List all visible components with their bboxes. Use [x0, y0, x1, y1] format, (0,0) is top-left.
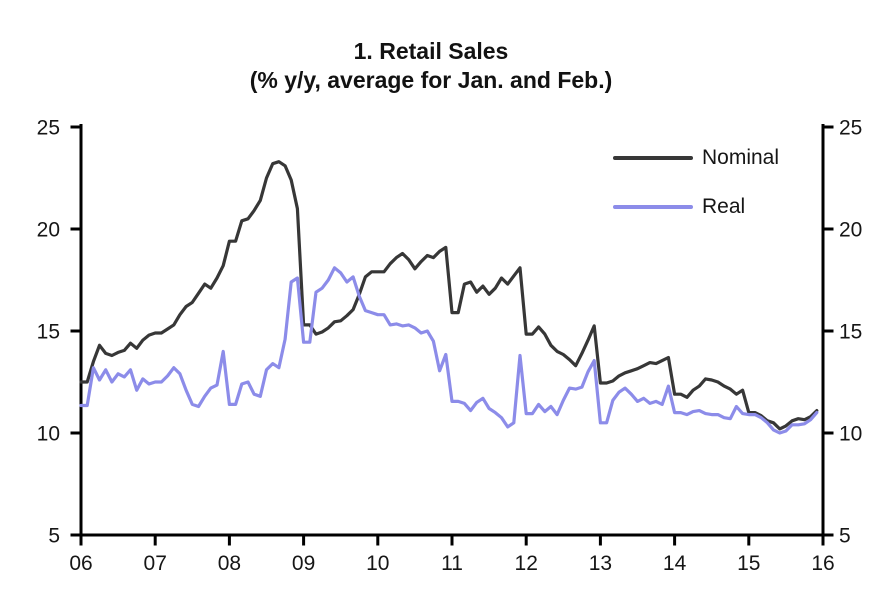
y-axis-left-tick-label: 10 — [37, 423, 60, 446]
chart-title: 1. Retail Sales — [353, 38, 509, 64]
nominal-line-swatch — [613, 156, 693, 160]
y-axis-right-tick-label: 20 — [839, 219, 862, 242]
chart-legend: Nominal Real — [613, 144, 779, 242]
y-axis-right-tick-label: 5 — [839, 525, 851, 548]
y-axis-right-tick-label: 15 — [839, 321, 862, 344]
x-axis-tick-label: 14 — [663, 552, 687, 575]
y-axis-right-tick-label: 25 — [839, 117, 862, 140]
y-axis-left-tick-label: 5 — [48, 525, 60, 548]
real-line-swatch — [613, 205, 693, 209]
legend-item-nominal: Nominal — [613, 144, 779, 172]
x-axis-tick-label: 15 — [737, 552, 760, 575]
x-axis-tick-label: 08 — [218, 552, 241, 575]
x-axis-tick-label: 16 — [811, 552, 834, 575]
legend-label-real: Real — [702, 195, 746, 218]
x-axis-tick-label: 12 — [515, 552, 538, 575]
y-axis-left-tick-label: 15 — [37, 321, 60, 344]
chart-subtitle: (% y/y, average for Jan. and Feb.) — [249, 66, 613, 93]
title-block: 1. Retail Sales (% y/y, average for Jan.… — [0, 37, 862, 94]
x-axis-tick-label: 10 — [366, 552, 389, 575]
y-axis-left-tick-label: 20 — [37, 219, 60, 242]
y-axis-right-tick-label: 10 — [839, 423, 862, 446]
legend-label-nominal: Nominal — [702, 146, 780, 169]
x-axis-tick-label: 11 — [441, 552, 463, 575]
x-axis-tick-label: 09 — [292, 552, 315, 575]
nominal-line — [79, 160, 819, 431]
legend-item-real: Real — [613, 193, 779, 221]
x-axis-tick-label: 07 — [144, 552, 167, 575]
x-axis-tick-label: 13 — [589, 552, 612, 575]
real-line — [79, 266, 819, 435]
x-axis-tick-label: 06 — [69, 552, 92, 575]
y-axis-left-tick-label: 25 — [37, 117, 60, 140]
